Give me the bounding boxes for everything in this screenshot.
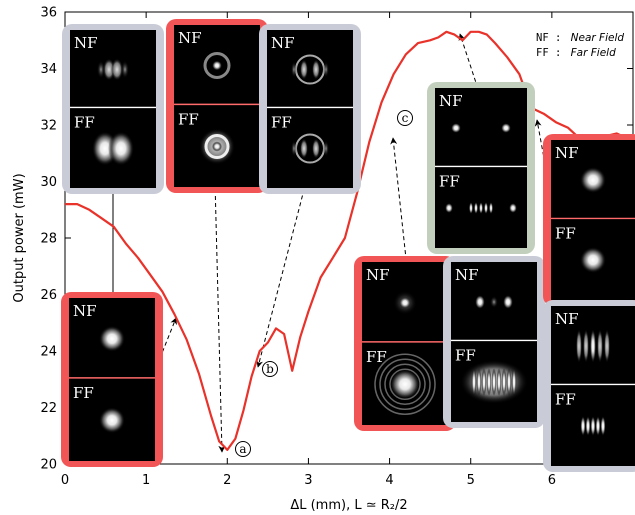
- near-field-pattern: [580, 167, 606, 193]
- inset-panel: NF FF: [354, 256, 456, 431]
- inset-ff-label: FF: [455, 346, 476, 364]
- inset-ff-label: FF: [74, 113, 95, 131]
- near-field-pattern: [451, 123, 511, 133]
- inset-nf-label: NF: [74, 34, 98, 52]
- legend-nf-value: Near Field: [571, 32, 625, 44]
- point-markers: a b c: [235, 110, 413, 457]
- inset-ff-label: FF: [555, 224, 576, 242]
- svg-text:FF : Far Field: FF : Far Field: [536, 47, 616, 59]
- svg-text:NF : Near Field: NF : Near Field: [536, 32, 624, 44]
- near-field-pattern: [99, 325, 125, 352]
- far-field-pattern: [580, 416, 606, 436]
- y-tick-label: 34: [40, 62, 57, 77]
- legend-ff-value: Far Field: [571, 47, 616, 59]
- y-tick-label: 30: [40, 175, 57, 190]
- inset-panel: NF FF: [443, 256, 545, 428]
- beam-profile-insets: NF FF NF FF NF FF NF FF NF FF NF FF NF FF NF FF NF FF: [61, 19, 635, 472]
- far-field-pattern: [460, 360, 528, 404]
- inset-nf-label: NF: [555, 310, 579, 328]
- inset-image: [551, 140, 635, 300]
- inset-image: [70, 30, 156, 188]
- near-field-pattern: [291, 54, 329, 85]
- near-field-pattern: [203, 52, 231, 79]
- legend: NF : Near Field FF : Far Field: [536, 32, 624, 59]
- y-tick-label: 24: [40, 345, 57, 360]
- x-tick-label: 1: [142, 473, 150, 488]
- inset-panel: NF FF: [166, 19, 268, 193]
- far-field-pattern: [99, 407, 125, 434]
- near-field-pattern: [97, 58, 129, 81]
- x-tick-label: 2: [223, 473, 231, 488]
- inset-ff-label: FF: [271, 113, 292, 131]
- legend-nf-key: NF :: [536, 32, 561, 44]
- inset-image: [362, 262, 448, 425]
- inset-ff-label: FF: [439, 172, 460, 190]
- inset-panel: NF FF: [259, 24, 361, 194]
- far-field-pattern: [199, 128, 235, 165]
- inset-image: [69, 298, 155, 461]
- x-axis-label: ΔL (mm), L ≃ R₂/2: [290, 498, 407, 513]
- marker-label: b: [266, 362, 274, 376]
- inset-nf-label: NF: [366, 266, 390, 284]
- y-tick-label: 22: [40, 401, 57, 416]
- y-tick-label: 28: [40, 232, 57, 247]
- far-field-pattern: [92, 131, 134, 166]
- inset-nf-label: NF: [455, 266, 479, 284]
- y-tick-label: 20: [40, 458, 57, 473]
- inset-nf-label: NF: [555, 144, 579, 162]
- inset-image: [267, 30, 353, 188]
- y-tick-label: 32: [40, 119, 57, 134]
- x-tick-label: 6: [548, 473, 556, 488]
- x-tick-label: 3: [304, 473, 312, 488]
- marker-label: a: [239, 442, 246, 456]
- marker-label: c: [402, 111, 409, 125]
- far-field-pattern: [291, 133, 329, 164]
- near-field-pattern: [576, 329, 610, 363]
- marker-circle: [235, 441, 251, 457]
- inset-nf-label: NF: [178, 29, 202, 47]
- far-field-pattern: [445, 202, 517, 214]
- inset-panel: NF FF: [427, 82, 535, 254]
- x-tick-label: 5: [467, 473, 475, 488]
- inset-panel: NF FF: [62, 24, 164, 194]
- near-field-pattern: [475, 295, 513, 309]
- x-tick-label: 0: [61, 473, 69, 488]
- inset-image: [435, 88, 527, 248]
- y-tick-label: 26: [40, 288, 57, 303]
- inset-ff-label: FF: [73, 384, 94, 402]
- inset-connector: [214, 181, 226, 453]
- marker-circle: [397, 110, 413, 126]
- y-tick-label: 36: [40, 6, 57, 21]
- far-field-pattern: [580, 247, 606, 273]
- inset-panel: NF FF: [61, 292, 163, 467]
- inset-ff-label: FF: [555, 390, 576, 408]
- inset-nf-label: NF: [73, 302, 97, 320]
- inset-connector: [390, 137, 408, 269]
- inset-ff-label: FF: [178, 110, 199, 128]
- legend-ff-key: FF :: [536, 47, 561, 59]
- inset-panel: NF FF: [543, 300, 635, 472]
- inset-connector: [256, 181, 307, 368]
- far-field-pattern: [374, 353, 436, 415]
- x-tick-label: 4: [385, 473, 393, 488]
- near-field-pattern: [393, 290, 417, 315]
- x-axis-ticks: 0 1 2 3 4 5 6: [61, 12, 556, 488]
- marker-circle: [262, 361, 278, 377]
- inset-ff-label: FF: [366, 348, 387, 366]
- inset-nf-label: NF: [439, 92, 463, 110]
- inset-panel: NF FF: [543, 134, 635, 306]
- y-axis-label: Output power (mW): [12, 173, 27, 302]
- inset-nf-label: NF: [271, 34, 295, 52]
